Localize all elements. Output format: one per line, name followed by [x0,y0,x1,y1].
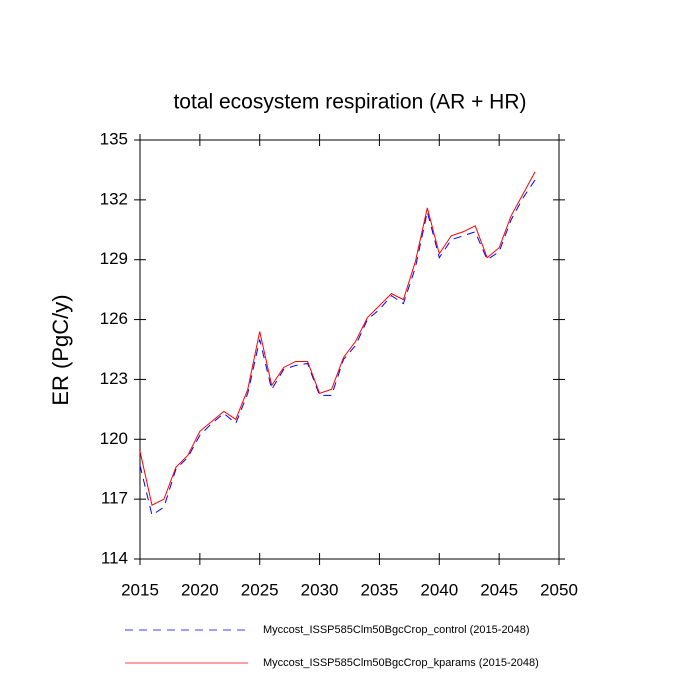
chart-title: total ecosystem respiration (AR + HR) [173,91,526,114]
x-tick-label: 2050 [540,580,578,599]
x-tick-label: 2025 [241,580,279,599]
y-tick-label: 129 [100,249,128,268]
x-tick-label: 2020 [181,580,219,599]
x-tick-label: 2040 [420,580,458,599]
y-axis-label: ER (PgC/y) [48,294,73,405]
legend-label: Myccost_ISSP585Clm50BgcCrop_control (201… [263,624,530,636]
plot-frame [139,139,560,560]
y-tick-label: 126 [100,309,128,328]
series-line [139,179,536,516]
x-tick-label: 2015 [121,580,159,599]
series-line [139,171,536,506]
y-tick-label: 120 [100,429,128,448]
x-tick-label: 2030 [301,580,339,599]
y-tick-label: 132 [100,189,128,208]
y-tick-label: 114 [101,548,128,567]
x-tick-label: 2045 [480,580,518,599]
legend-label: Myccost_ISSP585Clm50BgcCrop_kparams (201… [263,657,539,669]
y-tick-label: 123 [100,369,128,388]
y-tick-label: 135 [100,129,128,148]
x-tick-label: 2035 [361,580,399,599]
y-tick-label: 117 [101,489,128,508]
